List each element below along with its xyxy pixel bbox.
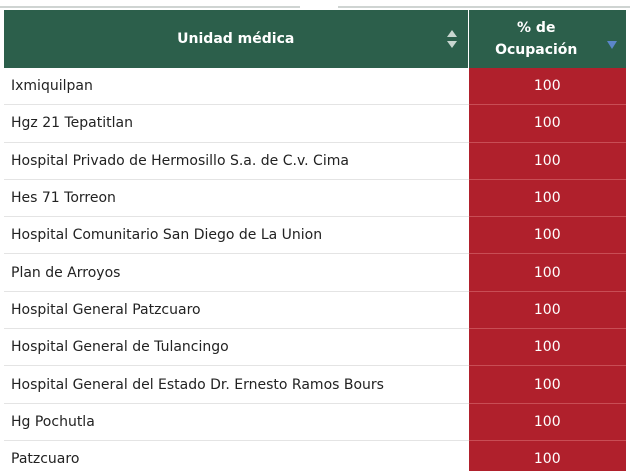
unit-name-cell: Ixmiquilpan [4,68,468,106]
table-row[interactable]: Hg Pochutla 100 [4,403,626,441]
table-row[interactable]: Hospital General del Estado Dr. Ernesto … [4,365,626,404]
table-row[interactable]: Hospital Privado de Hermosillo S.a. de C… [4,142,626,180]
occupancy-cell: 100 [467,328,626,367]
table-row[interactable]: Hospital Comunitario San Diego de La Uni… [4,216,626,255]
occupancy-cell: 100 [467,253,626,292]
occupancy-cell: 100 [467,142,626,180]
table-row[interactable]: Patzcuaro 100 [4,440,626,471]
occupancy-cell: 100 [467,179,626,218]
unit-name-cell: Patzcuaro [4,440,468,471]
unit-name-cell: Hes 71 Torreon [4,179,468,218]
table-row[interactable]: Ixmiquilpan 100 [4,68,626,106]
table-row[interactable]: Hospital General Patzcuaro 100 [4,291,626,330]
unit-name-cell: Plan de Arroyos [4,253,468,292]
sort-both-icon[interactable] [446,28,458,50]
occupancy-label-line1: % de [517,20,556,36]
unit-name-cell: Hospital Privado de Hermosillo S.a. de C… [4,142,468,180]
unit-name-cell: Hospital Comunitario San Diego de La Uni… [4,216,468,255]
occupancy-cell: 100 [467,104,626,143]
occupancy-column-label: % de Ocupación [469,10,605,68]
unit-name-cell: Hospital General del Estado Dr. Ernesto … [4,365,468,404]
top-divider-right [338,6,630,8]
top-edge [0,0,630,10]
unit-name-cell: Hg Pochutla [4,403,468,441]
top-divider-left [0,6,300,8]
unit-column-header[interactable]: Unidad médica [4,10,469,68]
occupancy-cell: 100 [467,365,626,404]
table-row[interactable]: Hes 71 Torreon 100 [4,179,626,218]
occupancy-column-header[interactable]: % de Ocupación [468,10,626,68]
occupancy-label-line2: Ocupación [495,42,578,58]
unit-column-label: Unidad médica [177,31,295,47]
unit-name-cell: Hospital General de Tulancingo [4,328,468,367]
sort-descending-icon[interactable] [606,40,618,50]
table-header: Unidad médica % de Ocupación [4,10,626,68]
table-body: Ixmiquilpan 100 Hgz 21 Tepatitlan 100 Ho… [4,68,626,471]
table-row[interactable]: Plan de Arroyos 100 [4,253,626,292]
unit-name-cell: Hgz 21 Tepatitlan [4,104,468,143]
table-row[interactable]: Hospital General de Tulancingo 100 [4,328,626,367]
unit-name-cell: Hospital General Patzcuaro [4,291,468,330]
occupancy-cell: 100 [467,216,626,255]
table-row[interactable]: Hgz 21 Tepatitlan 100 [4,104,626,143]
occupancy-cell: 100 [467,68,626,106]
occupancy-table: Unidad médica % de Ocupación [4,10,626,471]
occupancy-cell: 100 [467,440,626,471]
occupancy-cell: 100 [467,403,626,441]
occupancy-cell: 100 [467,291,626,330]
